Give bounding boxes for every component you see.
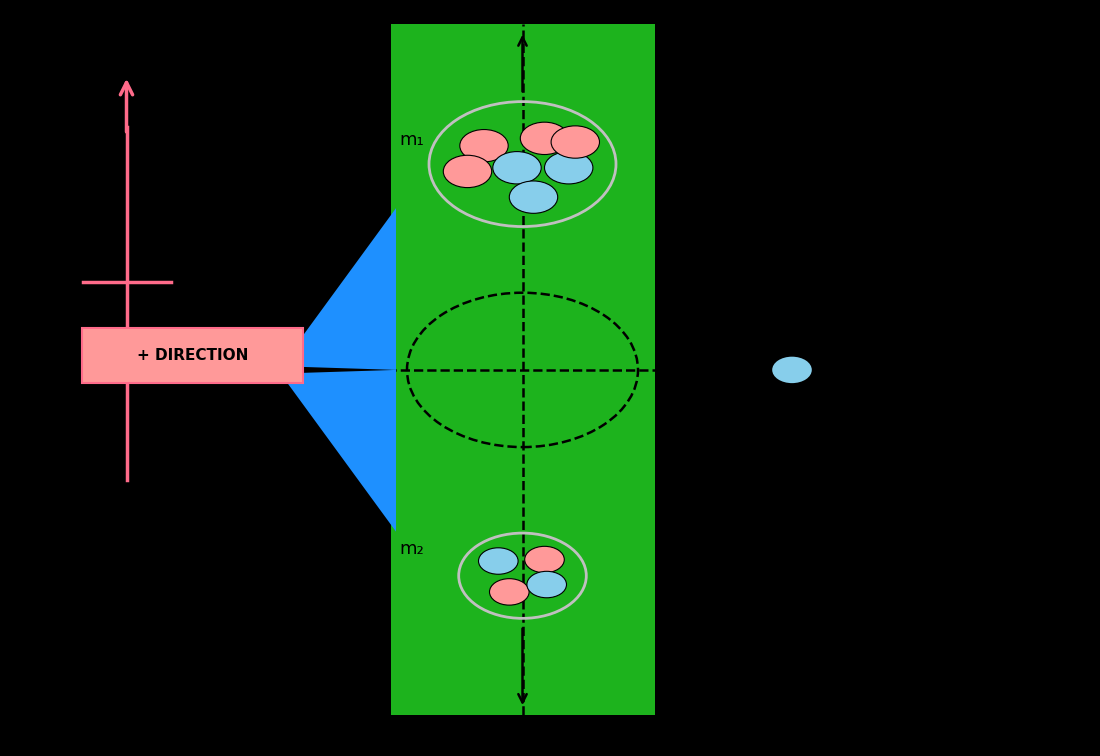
Circle shape [525,547,564,573]
Circle shape [520,122,569,154]
Text: m₂: m₂ [399,541,425,559]
Circle shape [493,152,541,184]
Bar [82,327,302,383]
Circle shape [490,578,529,605]
Circle shape [261,357,300,383]
Circle shape [527,572,566,598]
Polygon shape [280,370,396,531]
Polygon shape [280,208,396,370]
Circle shape [544,152,593,184]
Circle shape [478,548,518,575]
Text: v₁: v₁ [542,3,560,21]
Text: v₂: v₂ [542,742,560,756]
Bar [390,24,654,715]
Circle shape [460,129,508,162]
Circle shape [443,155,492,187]
Circle shape [772,357,812,383]
Text: m₁: m₁ [399,132,425,150]
Circle shape [551,125,600,158]
Text: + DIRECTION: + DIRECTION [136,348,249,363]
Circle shape [509,181,558,213]
